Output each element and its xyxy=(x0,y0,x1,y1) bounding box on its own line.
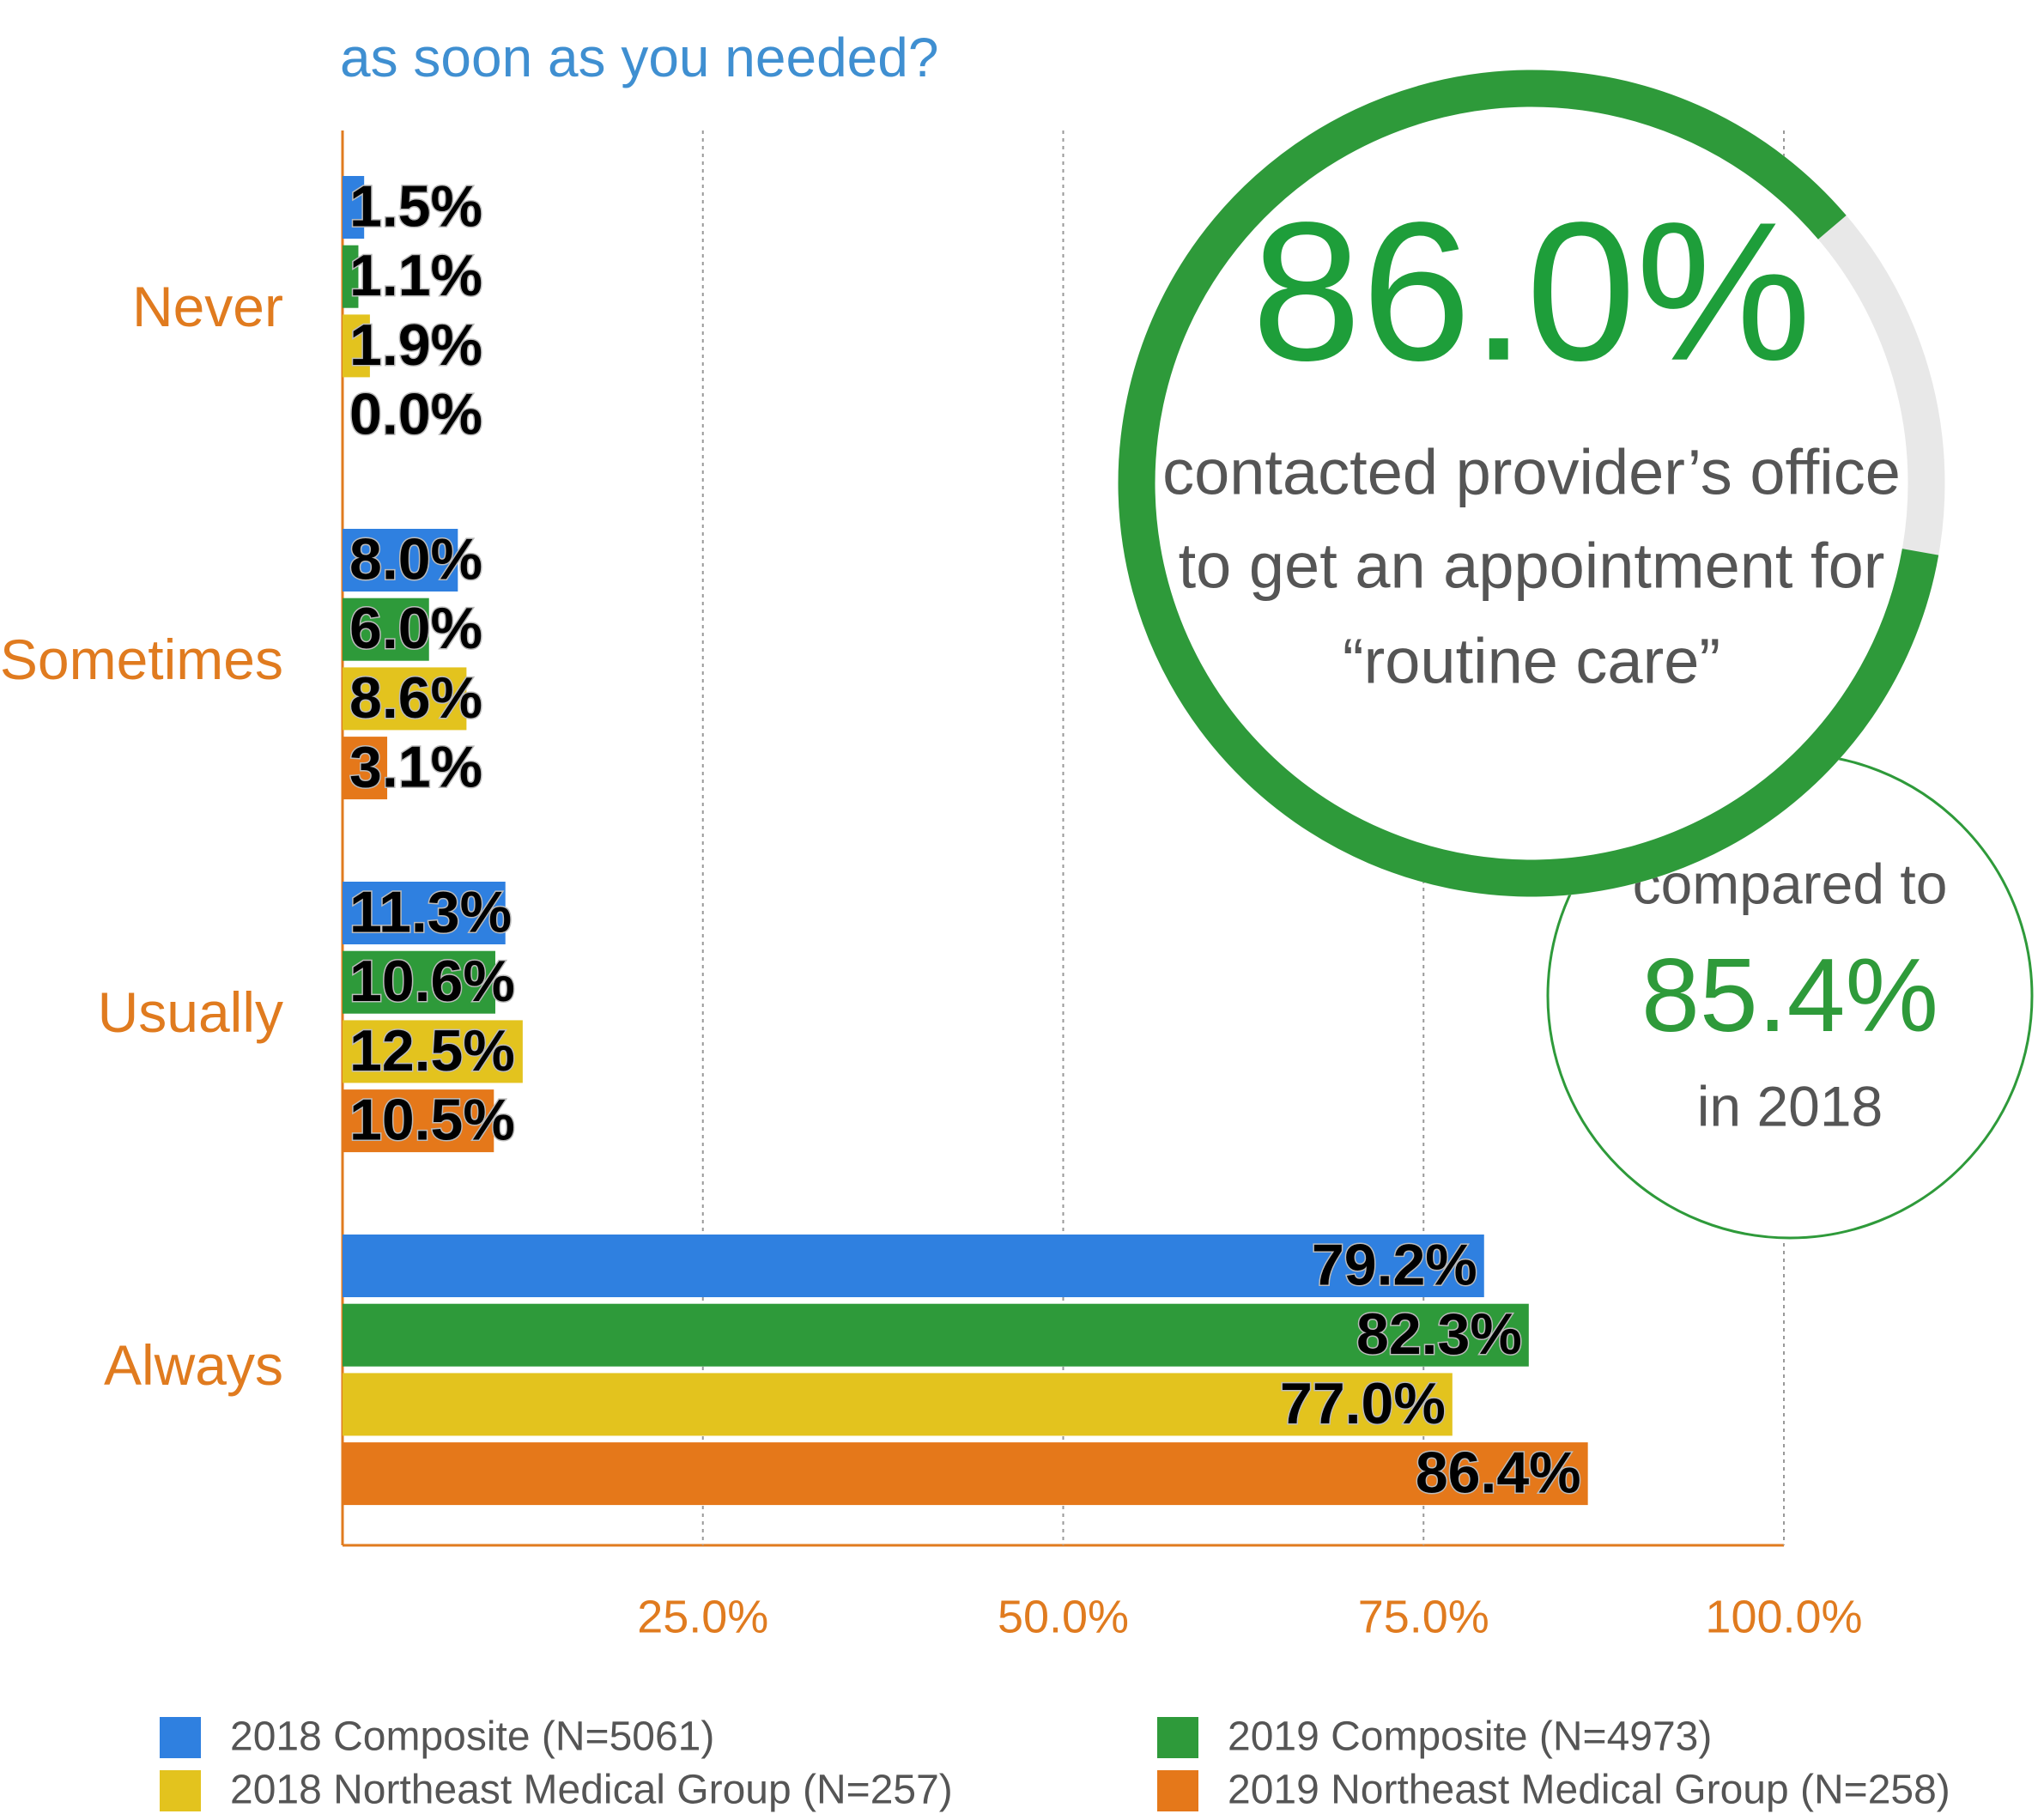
x-tick-label: 50.0% xyxy=(998,1591,1129,1642)
legend-swatch xyxy=(160,1717,201,1758)
value-label: 10.5% xyxy=(349,1088,515,1153)
comparison-value: 85.4% xyxy=(1641,937,1938,1053)
y-tick-label: Never xyxy=(132,275,283,338)
value-label: 10.6% xyxy=(349,949,515,1014)
value-label: 0.0% xyxy=(349,382,482,447)
bar xyxy=(343,598,429,661)
value-label: 1.5% xyxy=(349,173,482,239)
bar xyxy=(343,1020,523,1083)
bar xyxy=(343,245,359,308)
bar xyxy=(343,667,467,731)
x-tick-label: 100.0% xyxy=(1705,1591,1862,1642)
bar xyxy=(343,737,388,800)
y-tick-label: Sometimes xyxy=(0,628,283,691)
callout-ring xyxy=(1118,70,1939,897)
callout-text: contacted provider’s office xyxy=(1162,437,1901,508)
callout-value: 86.0% xyxy=(1252,181,1811,402)
value-label: 77.0% xyxy=(1280,1371,1446,1436)
bar xyxy=(343,950,495,1014)
bar xyxy=(343,882,506,944)
bar xyxy=(343,176,365,239)
legend-label: 2019 Northeast Medical Group (N=258) xyxy=(1228,1768,1950,1813)
legend-swatch xyxy=(160,1770,201,1811)
legend-label: 2019 Composite (N=4973) xyxy=(1228,1714,1712,1760)
value-label: 11.3% xyxy=(349,879,512,944)
legend-label: 2018 Composite (N=5061) xyxy=(230,1714,714,1760)
x-tick-label: 75.0% xyxy=(1358,1591,1489,1642)
value-label: 12.5% xyxy=(349,1018,515,1083)
bar xyxy=(343,1442,1588,1506)
bar xyxy=(343,1089,494,1153)
value-label: 79.2% xyxy=(1312,1232,1477,1297)
value-label: 3.1% xyxy=(349,735,482,800)
legend-label: 2018 Northeast Medical Group (N=257) xyxy=(230,1768,953,1813)
x-tick-label: 25.0% xyxy=(637,1591,768,1642)
bar xyxy=(343,1235,1484,1297)
y-tick-label: Usually xyxy=(98,980,283,1044)
callout-text: “routine care” xyxy=(1343,626,1720,697)
value-label: 82.3% xyxy=(1356,1301,1522,1367)
value-label: 86.4% xyxy=(1416,1441,1581,1506)
legend-swatch xyxy=(1157,1717,1198,1758)
legend-swatch xyxy=(1157,1770,1198,1811)
chart-title: as soon as you needed? xyxy=(340,27,938,88)
y-tick-label: Always xyxy=(104,1333,283,1397)
callout-text: to get an appointment for xyxy=(1179,531,1885,602)
value-label: 1.9% xyxy=(349,312,482,378)
value-label: 8.0% xyxy=(349,526,482,592)
value-label: 1.1% xyxy=(349,243,482,308)
bar xyxy=(343,1303,1529,1367)
comparison-text: in 2018 xyxy=(1697,1074,1883,1138)
value-label: 8.6% xyxy=(349,665,482,731)
bar xyxy=(343,1373,1453,1436)
bar xyxy=(343,314,370,378)
bar xyxy=(343,529,458,592)
value-label: 6.0% xyxy=(349,596,482,661)
